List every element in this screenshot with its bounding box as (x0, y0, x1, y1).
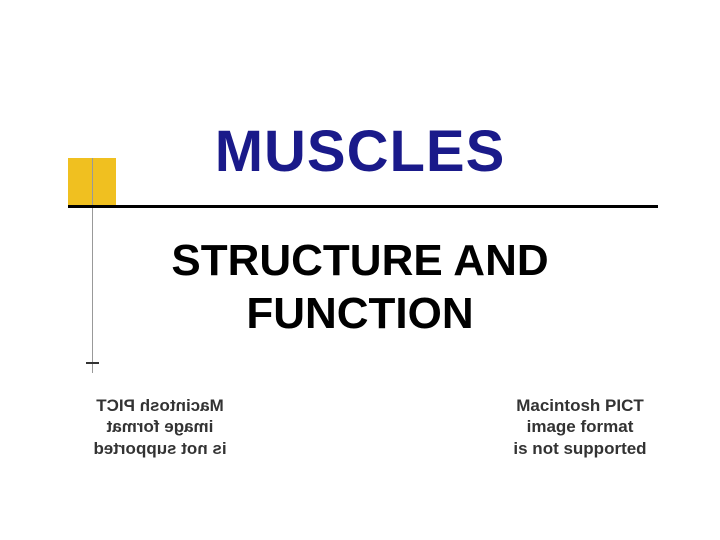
error-line-1: Macintosh PICT (516, 396, 644, 415)
subtitle-line-1: STRUCTURE AND (171, 236, 548, 285)
pict-error-right: Macintosh PICT image format is not suppo… (480, 395, 680, 459)
error-line-2: image format (107, 417, 214, 436)
error-line-1: Macintosh PICT (96, 396, 224, 415)
bullet-tick (86, 362, 99, 364)
title-underline (68, 205, 658, 208)
error-line-3: is not supported (513, 439, 646, 458)
slide-title: MUSCLES (0, 118, 720, 185)
error-line-2: image format (527, 417, 634, 436)
error-line-3: is not supported (93, 439, 226, 458)
subtitle-line-2: FUNCTION (246, 289, 473, 338)
pict-error-left: Macintosh PICT image format is not suppo… (60, 395, 260, 459)
slide-subtitle: STRUCTURE AND FUNCTION (0, 235, 720, 341)
